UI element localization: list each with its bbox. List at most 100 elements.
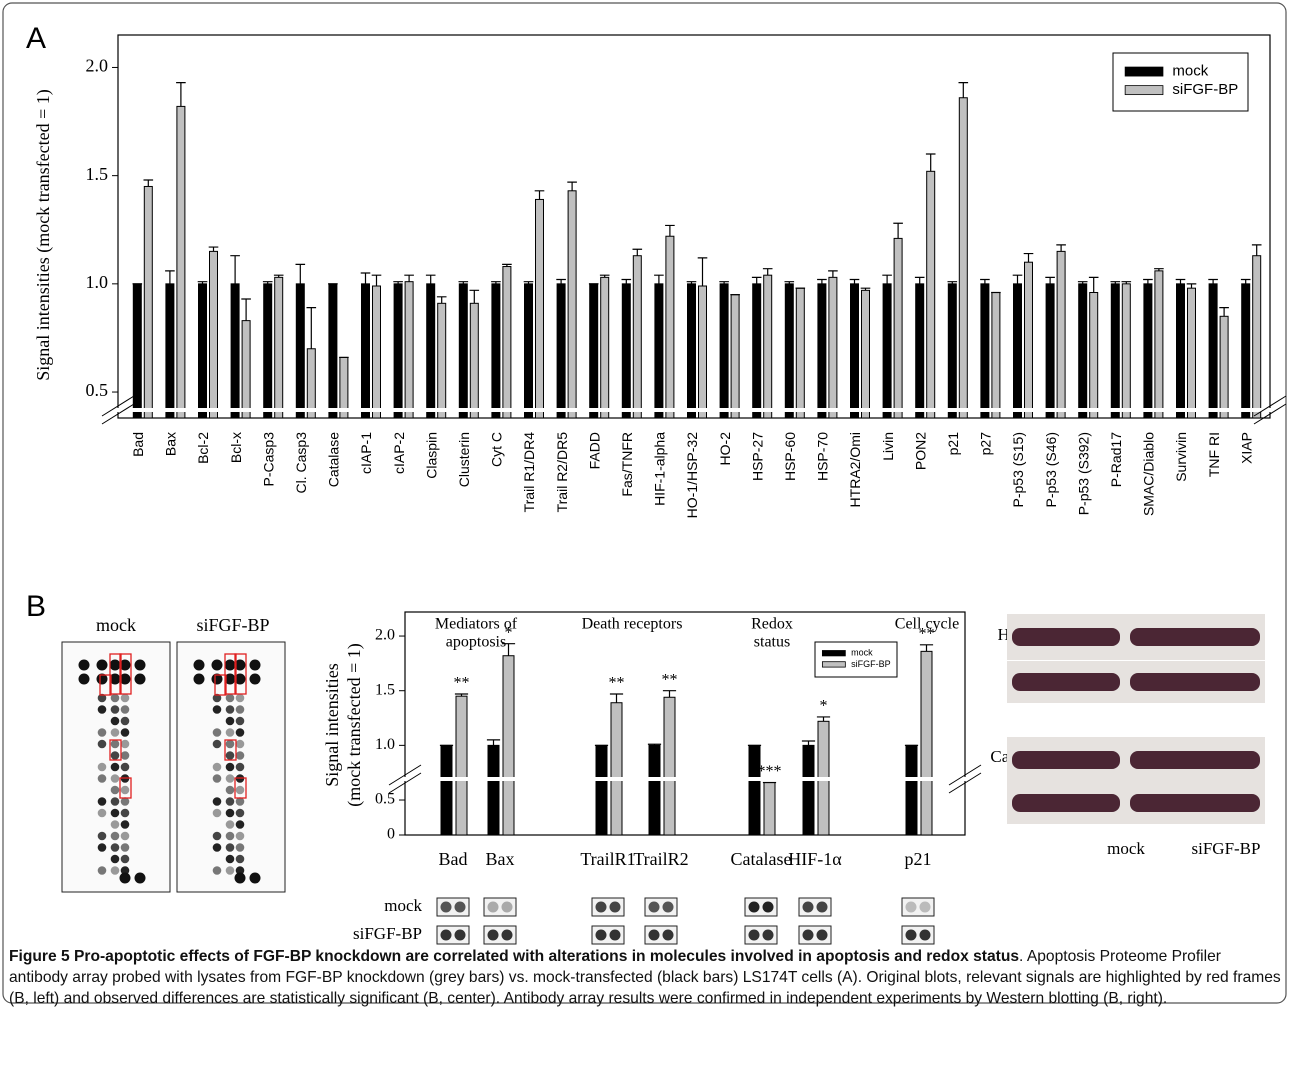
error-bar	[621, 278, 632, 284]
bar	[1208, 283, 1218, 419]
error-bar	[165, 270, 175, 284]
error-bar	[914, 276, 925, 284]
error-bar	[436, 296, 447, 304]
bar	[1024, 261, 1033, 419]
x-tick-label: p21	[945, 432, 961, 456]
blot-dot	[120, 797, 130, 806]
bar	[958, 97, 968, 419]
dot	[802, 929, 814, 941]
error-bar	[534, 190, 545, 200]
bar	[132, 283, 142, 419]
error-bar	[980, 278, 990, 284]
western-band	[1130, 628, 1260, 646]
blot-dot	[134, 659, 146, 671]
blot-dot	[249, 872, 261, 884]
x-tick-label: HSP-70	[815, 432, 831, 481]
blot-dot	[212, 739, 222, 749]
bar	[524, 283, 533, 419]
bar	[893, 237, 903, 419]
y-tick-label: 1.5	[86, 164, 109, 184]
error-bar	[882, 274, 892, 284]
x-tick-label: Trail R2/DR5	[554, 432, 570, 513]
x-tick-label: cIAP-1	[358, 432, 374, 474]
bar	[198, 283, 207, 419]
blot-dot	[110, 774, 120, 783]
group-label: status	[754, 634, 790, 651]
blot-dot	[110, 831, 120, 841]
error-bar	[719, 281, 729, 284]
blot-dot	[212, 808, 222, 818]
error-bar	[609, 693, 624, 703]
x-tick-label: TNF RI	[1206, 432, 1222, 477]
x-tick-label: HTRA2/Omi	[847, 432, 863, 507]
error-bar	[1219, 307, 1229, 317]
axis-break	[391, 777, 979, 781]
bar	[648, 744, 661, 836]
blot-dot	[225, 831, 235, 841]
figure-frame	[2, 2, 1287, 1004]
western-band	[1130, 794, 1260, 812]
blot-dot	[110, 739, 120, 749]
significance-label: ***	[758, 763, 782, 780]
significance-label: *	[505, 624, 513, 641]
bar	[795, 287, 805, 419]
dot	[816, 901, 828, 913]
error-bar	[502, 263, 512, 267]
bar	[915, 283, 925, 419]
blot-dot	[235, 739, 245, 749]
error-bar	[1186, 283, 1197, 289]
error-bar	[1121, 281, 1132, 284]
x-tick-label: p21	[905, 849, 932, 869]
blot-dot	[120, 693, 130, 703]
dot	[609, 929, 621, 941]
error-bar	[360, 272, 371, 284]
legend-label: siFGF-BP	[1172, 81, 1238, 98]
blot-dot	[235, 797, 245, 806]
x-tick-label: PON2	[912, 432, 928, 470]
x-tick-label: P-Casp3	[260, 432, 276, 487]
x-tick-label: TrailR2	[633, 849, 688, 869]
y-tick-label: 1.5	[375, 681, 395, 698]
dot	[802, 901, 814, 913]
error-bar	[599, 274, 610, 278]
error-bar	[469, 289, 480, 304]
bar	[947, 283, 957, 419]
error-bar	[393, 281, 403, 284]
error-bar	[208, 246, 219, 252]
bar	[556, 283, 566, 419]
group-label: Cell cycle	[895, 616, 959, 633]
bar	[241, 320, 251, 419]
error-bar	[1012, 274, 1023, 284]
x-tick-label: Claspin	[423, 432, 439, 479]
error-bar	[567, 181, 577, 191]
dot	[595, 929, 607, 941]
error-bar	[828, 270, 838, 278]
blot-dot	[224, 659, 236, 671]
highlight-frame	[109, 653, 122, 695]
bar	[404, 281, 414, 419]
dot	[501, 929, 513, 941]
y-tick-label: 1.0	[375, 736, 395, 753]
error-bar	[1240, 278, 1251, 284]
bar	[1110, 283, 1120, 419]
bar	[1252, 255, 1262, 419]
dot	[487, 929, 499, 941]
bar	[621, 283, 631, 419]
x-tick-label: Bcl-x	[228, 432, 244, 463]
error-bar	[1175, 278, 1186, 284]
blot-dot	[120, 854, 130, 864]
bar	[991, 291, 1001, 419]
western-band	[1130, 673, 1260, 691]
bar	[632, 255, 642, 419]
dot	[454, 929, 466, 941]
blot-dot	[120, 751, 130, 760]
blot-dot	[110, 854, 120, 864]
x-tick-label: HO-1/HSP-32	[684, 432, 700, 519]
blot-dot	[212, 774, 222, 783]
x-tick-label: cIAP-2	[391, 432, 407, 474]
bar	[663, 696, 676, 836]
blot-dot	[120, 866, 130, 875]
blot-dot	[120, 716, 130, 726]
x-tick-label: HIF-1α	[788, 849, 842, 869]
